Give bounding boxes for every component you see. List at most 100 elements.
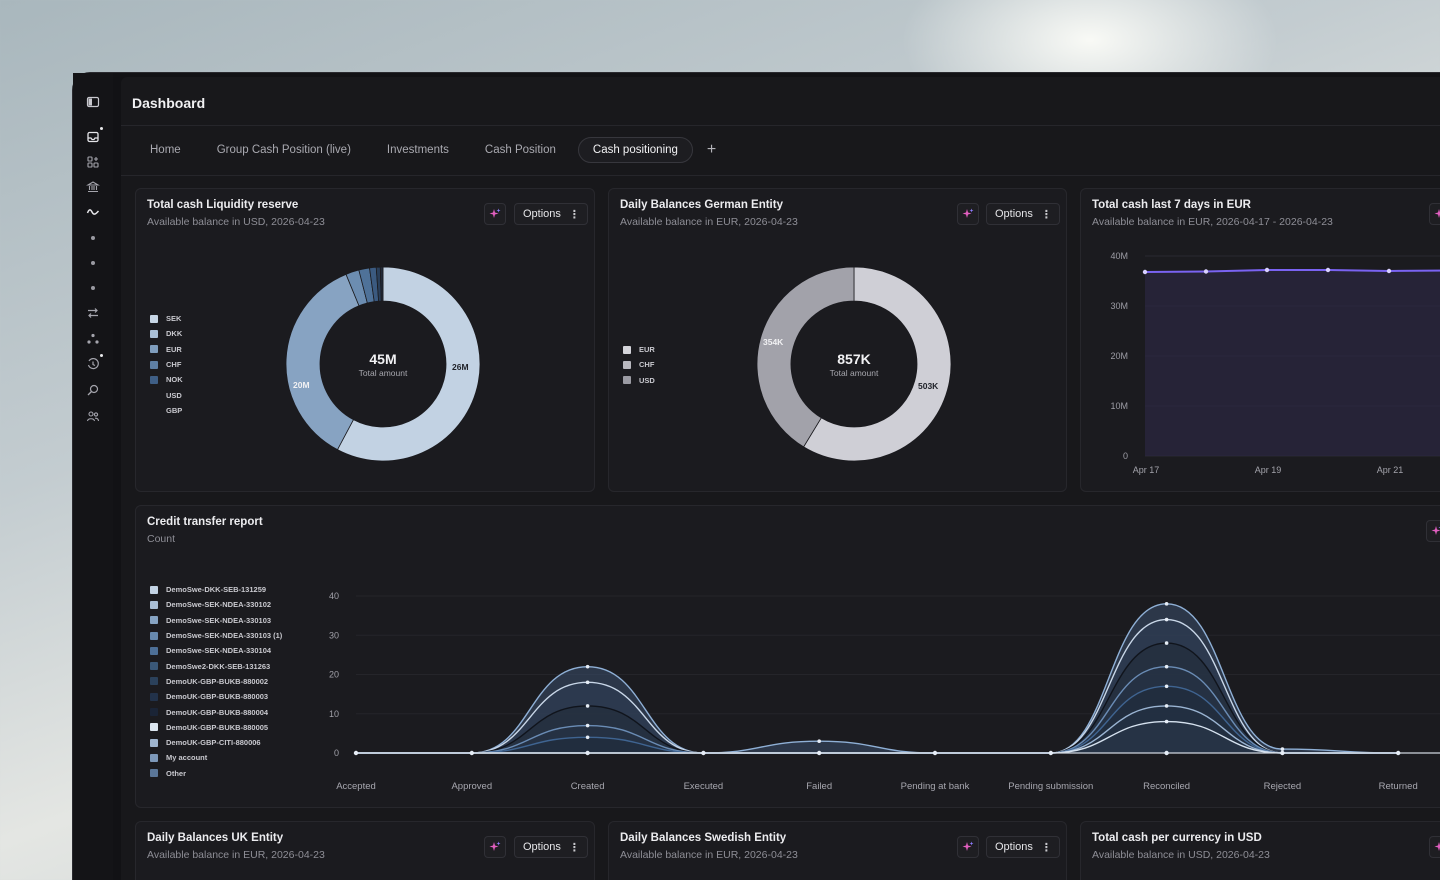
legend-item[interactable]: NOK: [150, 372, 183, 387]
ai-sparkle-button[interactable]: [1429, 836, 1440, 858]
data-point[interactable]: [1264, 267, 1270, 273]
ai-sparkle-button[interactable]: [957, 836, 979, 858]
ai-sparkle-button[interactable]: [957, 203, 979, 225]
legend-swatch: [150, 600, 158, 609]
data-point[interactable]: [1164, 719, 1169, 724]
card-title: Total cash per currency in USD: [1092, 832, 1262, 844]
legend-item[interactable]: USD: [150, 387, 183, 402]
x-tick-label: Reconciled: [1143, 781, 1190, 792]
data-point[interactable]: [585, 664, 590, 669]
donut-slice-sek[interactable]: [336, 266, 481, 462]
baseline-point[interactable]: [1396, 750, 1401, 756]
bank-icon[interactable]: [85, 179, 101, 195]
data-point[interactable]: [817, 739, 821, 744]
data-point[interactable]: [1203, 269, 1209, 274]
data-point[interactable]: [1164, 617, 1169, 622]
data-point[interactable]: [585, 680, 590, 685]
legend-item[interactable]: CHF: [150, 357, 183, 372]
tab-cash-position[interactable]: Cash Position: [484, 144, 556, 156]
header-divider: [121, 125, 1440, 126]
data-point[interactable]: [585, 735, 590, 740]
legend-item[interactable]: SEK: [150, 311, 183, 326]
legend-label: EUR: [166, 344, 182, 354]
legend-item[interactable]: DemoSwe-SEK-NDEA-330103 (1): [150, 628, 282, 643]
baseline-point[interactable]: [469, 750, 474, 756]
ai-sparkle-button[interactable]: [1426, 520, 1440, 542]
options-button[interactable]: Options ⋮: [986, 836, 1060, 858]
legend-item[interactable]: DemoSwe2-DKK-SEB-131263: [150, 658, 282, 673]
legend-item[interactable]: DemoSwe-DKK-SEB-131259: [150, 582, 282, 597]
legend-item[interactable]: EUR: [623, 342, 655, 357]
legend-item[interactable]: EUR: [150, 342, 183, 357]
data-point[interactable]: [1142, 269, 1148, 275]
legend-swatch: [150, 646, 158, 655]
transfer-icon[interactable]: [85, 305, 101, 321]
legend-item[interactable]: USD: [623, 373, 655, 388]
nav-dot[interactable]: [91, 261, 95, 265]
history-icon[interactable]: [85, 356, 101, 372]
search-history-icon[interactable]: [85, 382, 101, 398]
legend-label: DemoUK-GBP-BUKB-880005: [166, 722, 269, 732]
data-point[interactable]: [1386, 268, 1392, 274]
donut-slice-eur[interactable]: [803, 266, 952, 462]
baseline-point[interactable]: [817, 750, 822, 756]
baseline-point[interactable]: [701, 750, 706, 756]
tab-cash-positioning[interactable]: Cash positioning: [577, 137, 693, 163]
legend-item[interactable]: DemoUK-GBP-BUKB-880005: [150, 720, 282, 735]
ai-sparkle-button[interactable]: [1429, 203, 1440, 225]
legend-item[interactable]: Other: [150, 766, 282, 781]
donut-slice-gbp[interactable]: [379, 266, 384, 302]
legend-item[interactable]: DemoUK-GBP-CITI-880006: [150, 735, 282, 750]
baseline-point[interactable]: [932, 750, 938, 756]
data-point[interactable]: [1164, 602, 1169, 606]
baseline-point[interactable]: [353, 750, 359, 756]
legend-item[interactable]: GBP: [150, 403, 183, 418]
nav-dot[interactable]: [91, 286, 95, 290]
slice-label-dkk: 20M: [293, 380, 310, 390]
page-title: Dashboard: [132, 95, 206, 111]
users-icon[interactable]: [85, 408, 101, 424]
options-button[interactable]: Options ⋮: [514, 836, 588, 858]
data-point[interactable]: [1325, 267, 1331, 273]
baseline-point[interactable]: [1048, 750, 1053, 756]
data-point[interactable]: [1280, 747, 1285, 751]
baseline-point[interactable]: [1164, 750, 1169, 756]
legend-item[interactable]: DemoUK-GBP-BUKB-880002: [150, 674, 282, 689]
ai-sparkle-button[interactable]: [484, 203, 506, 225]
legend-item[interactable]: CHF: [623, 357, 655, 372]
data-point[interactable]: [585, 704, 590, 708]
options-button[interactable]: Options ⋮: [514, 203, 588, 225]
data-point[interactable]: [1164, 664, 1169, 669]
apps-icon[interactable]: [85, 154, 101, 170]
baseline-point[interactable]: [585, 750, 590, 756]
options-button[interactable]: Options ⋮: [986, 203, 1060, 225]
legend-item[interactable]: DemoUK-GBP-BUKB-880004: [150, 704, 282, 719]
y-tick-label: 40M: [1110, 251, 1128, 261]
data-point[interactable]: [1164, 704, 1169, 708]
data-point[interactable]: [585, 723, 590, 728]
legend-item[interactable]: DemoSwe-SEK-NDEA-330103: [150, 613, 282, 628]
legend-label: My account: [166, 753, 208, 763]
baseline-point[interactable]: [1280, 750, 1285, 756]
legend-item[interactable]: DemoSwe-SEK-NDEA-330104: [150, 643, 282, 658]
donut-slice-usd[interactable]: [756, 266, 855, 448]
liquidity-donut-chart: [285, 266, 481, 462]
tab-investments[interactable]: Investments: [386, 144, 449, 156]
data-point[interactable]: [1164, 641, 1169, 645]
nav-dot[interactable]: [91, 236, 95, 240]
add-tab-button[interactable]: +: [706, 141, 717, 158]
tab-home[interactable]: Home: [150, 144, 181, 156]
legend-item[interactable]: DemoSwe-SEK-NDEA-330102: [150, 597, 282, 612]
inbox-icon[interactable]: [85, 129, 101, 145]
sidebar-toggle-icon[interactable]: [85, 94, 101, 110]
activity-icon[interactable]: [85, 204, 101, 220]
data-point[interactable]: [1164, 684, 1169, 689]
legend-item[interactable]: DemoUK-GBP-BUKB-880003: [150, 689, 282, 704]
ai-sparkle-button[interactable]: [484, 836, 506, 858]
tab-group-cash-position[interactable]: Group Cash Position (live): [216, 144, 351, 156]
legend-item[interactable]: My account: [150, 750, 282, 765]
donut-slice-dkk[interactable]: [285, 273, 360, 451]
network-icon[interactable]: [85, 331, 101, 347]
legend-item[interactable]: DKK: [150, 326, 183, 341]
legend-swatch: [150, 769, 158, 778]
